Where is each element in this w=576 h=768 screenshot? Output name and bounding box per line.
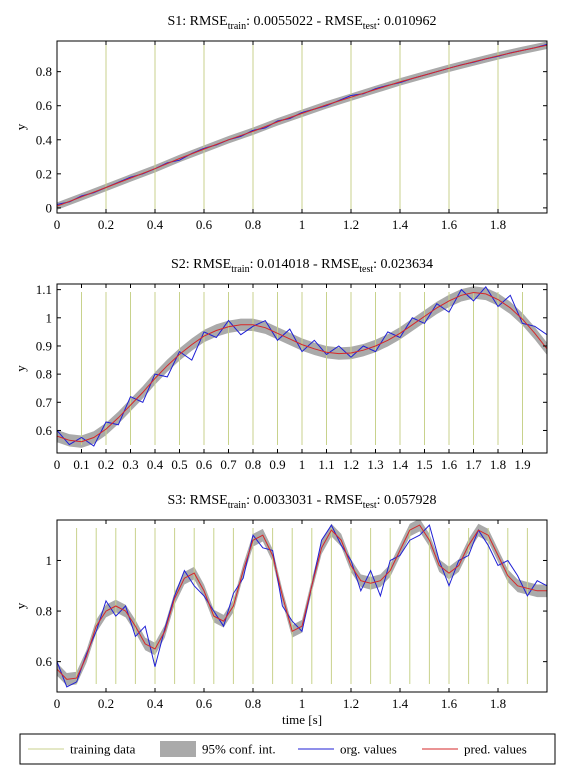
x-tick-label: 1.6 <box>441 696 458 711</box>
legend-label-3: pred. values <box>464 742 527 757</box>
x-tick-label: 0.7 <box>220 457 237 472</box>
x-tick-label: 1.8 <box>490 457 506 472</box>
y-tick-label: 0.6 <box>36 654 53 669</box>
pred-values-line <box>57 291 547 443</box>
x-tick-label: 1.1 <box>318 457 334 472</box>
pred-values-line <box>57 44 547 207</box>
subplot-title: S3: RMSEtrain: 0.0033031 - RMSEtest: 0.0… <box>167 493 436 511</box>
x-tick-label: 1.4 <box>392 457 409 472</box>
x-tick-label: 1 <box>299 696 306 711</box>
x-tick-label: 0.4 <box>147 696 164 711</box>
subplot-2: 0 0.1 0.2 0.3 0.4 0.5 0.6 0.7 0.8 0.9 1 1.1 1.2 1.3 1.… <box>13 257 548 472</box>
y-axis-label: y <box>13 602 28 609</box>
org-values-line <box>57 285 547 447</box>
x-tick-label: 0.8 <box>245 457 261 472</box>
y-tick-label: 0.7 <box>36 395 53 410</box>
legend-label-0: training data <box>70 742 136 757</box>
x-tick-label: 0 <box>54 217 61 232</box>
x-tick-label: 1.3 <box>367 457 383 472</box>
subplot-title: S2: RMSEtrain: 0.014018 - RMSEtest: 0.02… <box>171 257 433 275</box>
y-tick-label: 0.8 <box>36 367 52 382</box>
legend: training data 95% conf. int. org. values pr… <box>19 733 556 765</box>
x-tick-label: 0.6 <box>196 696 213 711</box>
x-tick-label: 0.2 <box>98 457 114 472</box>
x-tick-label: 1 <box>299 217 306 232</box>
x-tick-label: 1.8 <box>490 217 506 232</box>
y-tick-label: 0.4 <box>36 132 53 147</box>
x-tick-label: 1.8 <box>490 696 506 711</box>
x-tick-label: 0.8 <box>245 217 261 232</box>
pred-values-line <box>57 524 547 680</box>
subplot-1: 0 0.2 0.4 0.6 0.8 1 1.2 1.4 1.6 1.8 0 0.2 0.4 0.6 0.8 y… <box>13 14 548 232</box>
x-tick-label: 0.6 <box>196 457 213 472</box>
x-tick-label: 0.6 <box>196 217 213 232</box>
subplot-3: 0 0.2 0.4 0.6 0.8 1 1.2 1.4 1.6 1.8 0.6 0.8 1 y time [… <box>13 493 548 727</box>
y-tick-label: 1 <box>46 553 53 568</box>
legend-label-1: 95% conf. int. <box>202 742 276 757</box>
x-tick-label: 0.2 <box>98 217 114 232</box>
y-axis-label: y <box>13 365 28 372</box>
legend-box <box>19 733 556 765</box>
subplot-title: S1: RMSEtrain: 0.0055022 - RMSEtest: 0.0… <box>167 14 436 32</box>
y-tick-label: 1.1 <box>36 282 52 297</box>
y-tick-label: 0.8 <box>36 64 52 79</box>
x-tick-label: 0.2 <box>98 696 114 711</box>
legend-label-2: org. values <box>340 742 397 757</box>
x-tick-label: 1.7 <box>465 457 482 472</box>
x-tick-label: 0.9 <box>269 457 285 472</box>
x-tick-label: 0.8 <box>245 696 261 711</box>
y-axis-label: y <box>13 123 28 130</box>
x-tick-label: 1.4 <box>392 217 409 232</box>
y-tick-label: 0.6 <box>36 423 53 438</box>
y-tick-label: 0.6 <box>36 98 53 113</box>
x-tick-label: 1 <box>299 457 306 472</box>
x-tick-label: 0.4 <box>147 457 164 472</box>
x-tick-label: 0.1 <box>73 457 89 472</box>
x-tick-label: 0 <box>54 457 61 472</box>
x-tick-label: 1.6 <box>441 457 458 472</box>
x-tick-label: 0.5 <box>171 457 187 472</box>
y-tick-label: 0.2 <box>36 166 52 181</box>
y-tick-label: 0.8 <box>36 604 52 619</box>
x-tick-label: 1.2 <box>343 217 359 232</box>
y-tick-label: 0 <box>46 200 53 215</box>
x-tick-label: 0.3 <box>122 457 138 472</box>
y-tick-label: 0.9 <box>36 338 52 353</box>
x-tick-label: 1.5 <box>416 457 432 472</box>
x-tick-label: 0.4 <box>147 217 164 232</box>
x-tick-label: 1.9 <box>514 457 530 472</box>
x-tick-label: 1.6 <box>441 217 458 232</box>
x-tick-label: 1.2 <box>343 696 359 711</box>
plot-area <box>57 520 547 692</box>
legend-swatch-1 <box>160 741 196 757</box>
x-axis-label: time [s] <box>282 712 322 727</box>
x-tick-label: 0 <box>54 696 61 711</box>
x-tick-label: 1.2 <box>343 457 359 472</box>
y-tick-label: 1 <box>46 310 53 325</box>
x-tick-label: 1.4 <box>392 696 409 711</box>
